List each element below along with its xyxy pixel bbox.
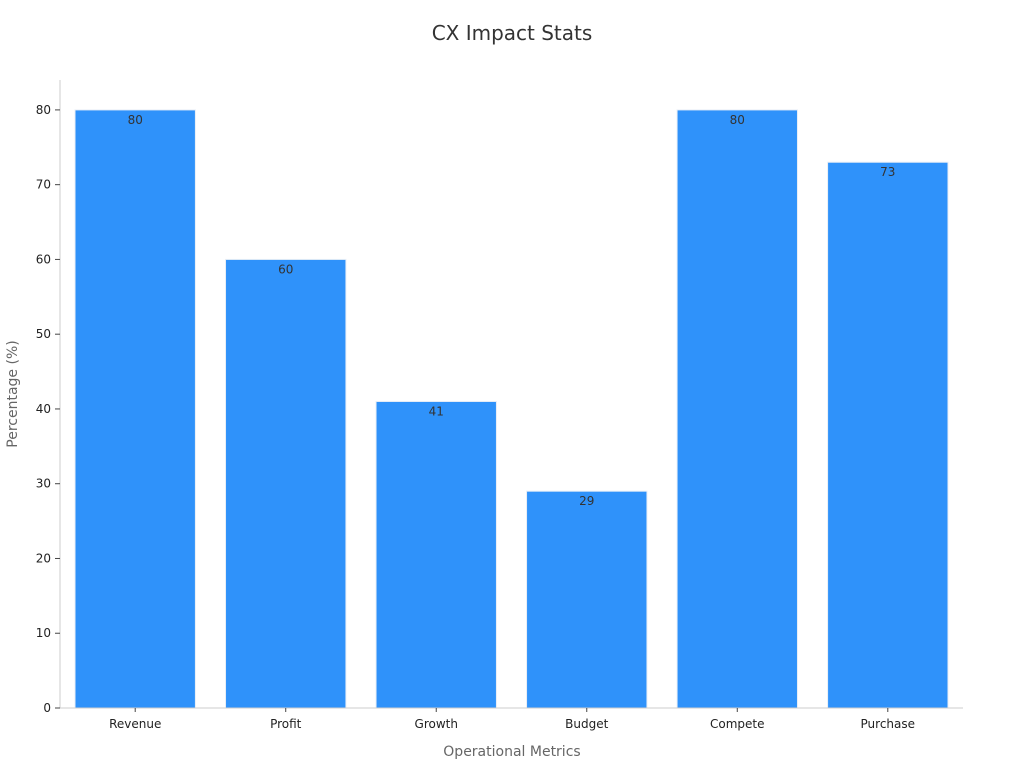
data-label-purchase: 73 (880, 165, 895, 179)
y-tick-label-20: 20 (36, 551, 51, 565)
data-label-compete: 80 (730, 113, 745, 127)
y-tick-label-40: 40 (36, 402, 51, 416)
y-ticks-group: 0 10 20 30 40 50 60 70 80 (36, 103, 60, 715)
bar-growth (375, 400, 497, 709)
bar-purchase (827, 161, 949, 709)
bar-revenue (74, 109, 196, 709)
y-tick-label-30: 30 (36, 477, 51, 491)
bars-group (74, 109, 949, 709)
data-labels-group: 80 60 41 29 80 73 (128, 113, 896, 508)
data-label-growth: 41 (429, 404, 444, 418)
x-tick-label-profit: Profit (270, 717, 302, 731)
x-tick-label-growth: Growth (415, 717, 458, 731)
x-ticks-group: Revenue Profit Growth Budget Compete Purchase (109, 708, 915, 731)
bar-budget (526, 490, 648, 709)
chart-title: CX Impact Stats (432, 21, 593, 45)
y-tick-label-80: 80 (36, 103, 51, 117)
y-tick-label-60: 60 (36, 252, 51, 266)
y-tick-label-70: 70 (36, 178, 51, 192)
data-label-revenue: 80 (128, 113, 143, 127)
bar-compete (676, 109, 798, 709)
data-label-budget: 29 (579, 494, 594, 508)
y-tick-label-0: 0 (43, 701, 51, 715)
bar-profit (225, 258, 347, 709)
x-tick-label-purchase: Purchase (861, 717, 916, 731)
y-axis-label: Percentage (%) (5, 340, 21, 447)
x-axis-label: Operational Metrics (443, 744, 580, 760)
x-tick-label-budget: Budget (565, 717, 608, 731)
y-tick-label-50: 50 (36, 327, 51, 341)
data-label-profit: 60 (278, 262, 293, 276)
y-tick-label-10: 10 (36, 626, 51, 640)
x-tick-label-revenue: Revenue (109, 717, 161, 731)
x-tick-label-compete: Compete (710, 717, 765, 731)
